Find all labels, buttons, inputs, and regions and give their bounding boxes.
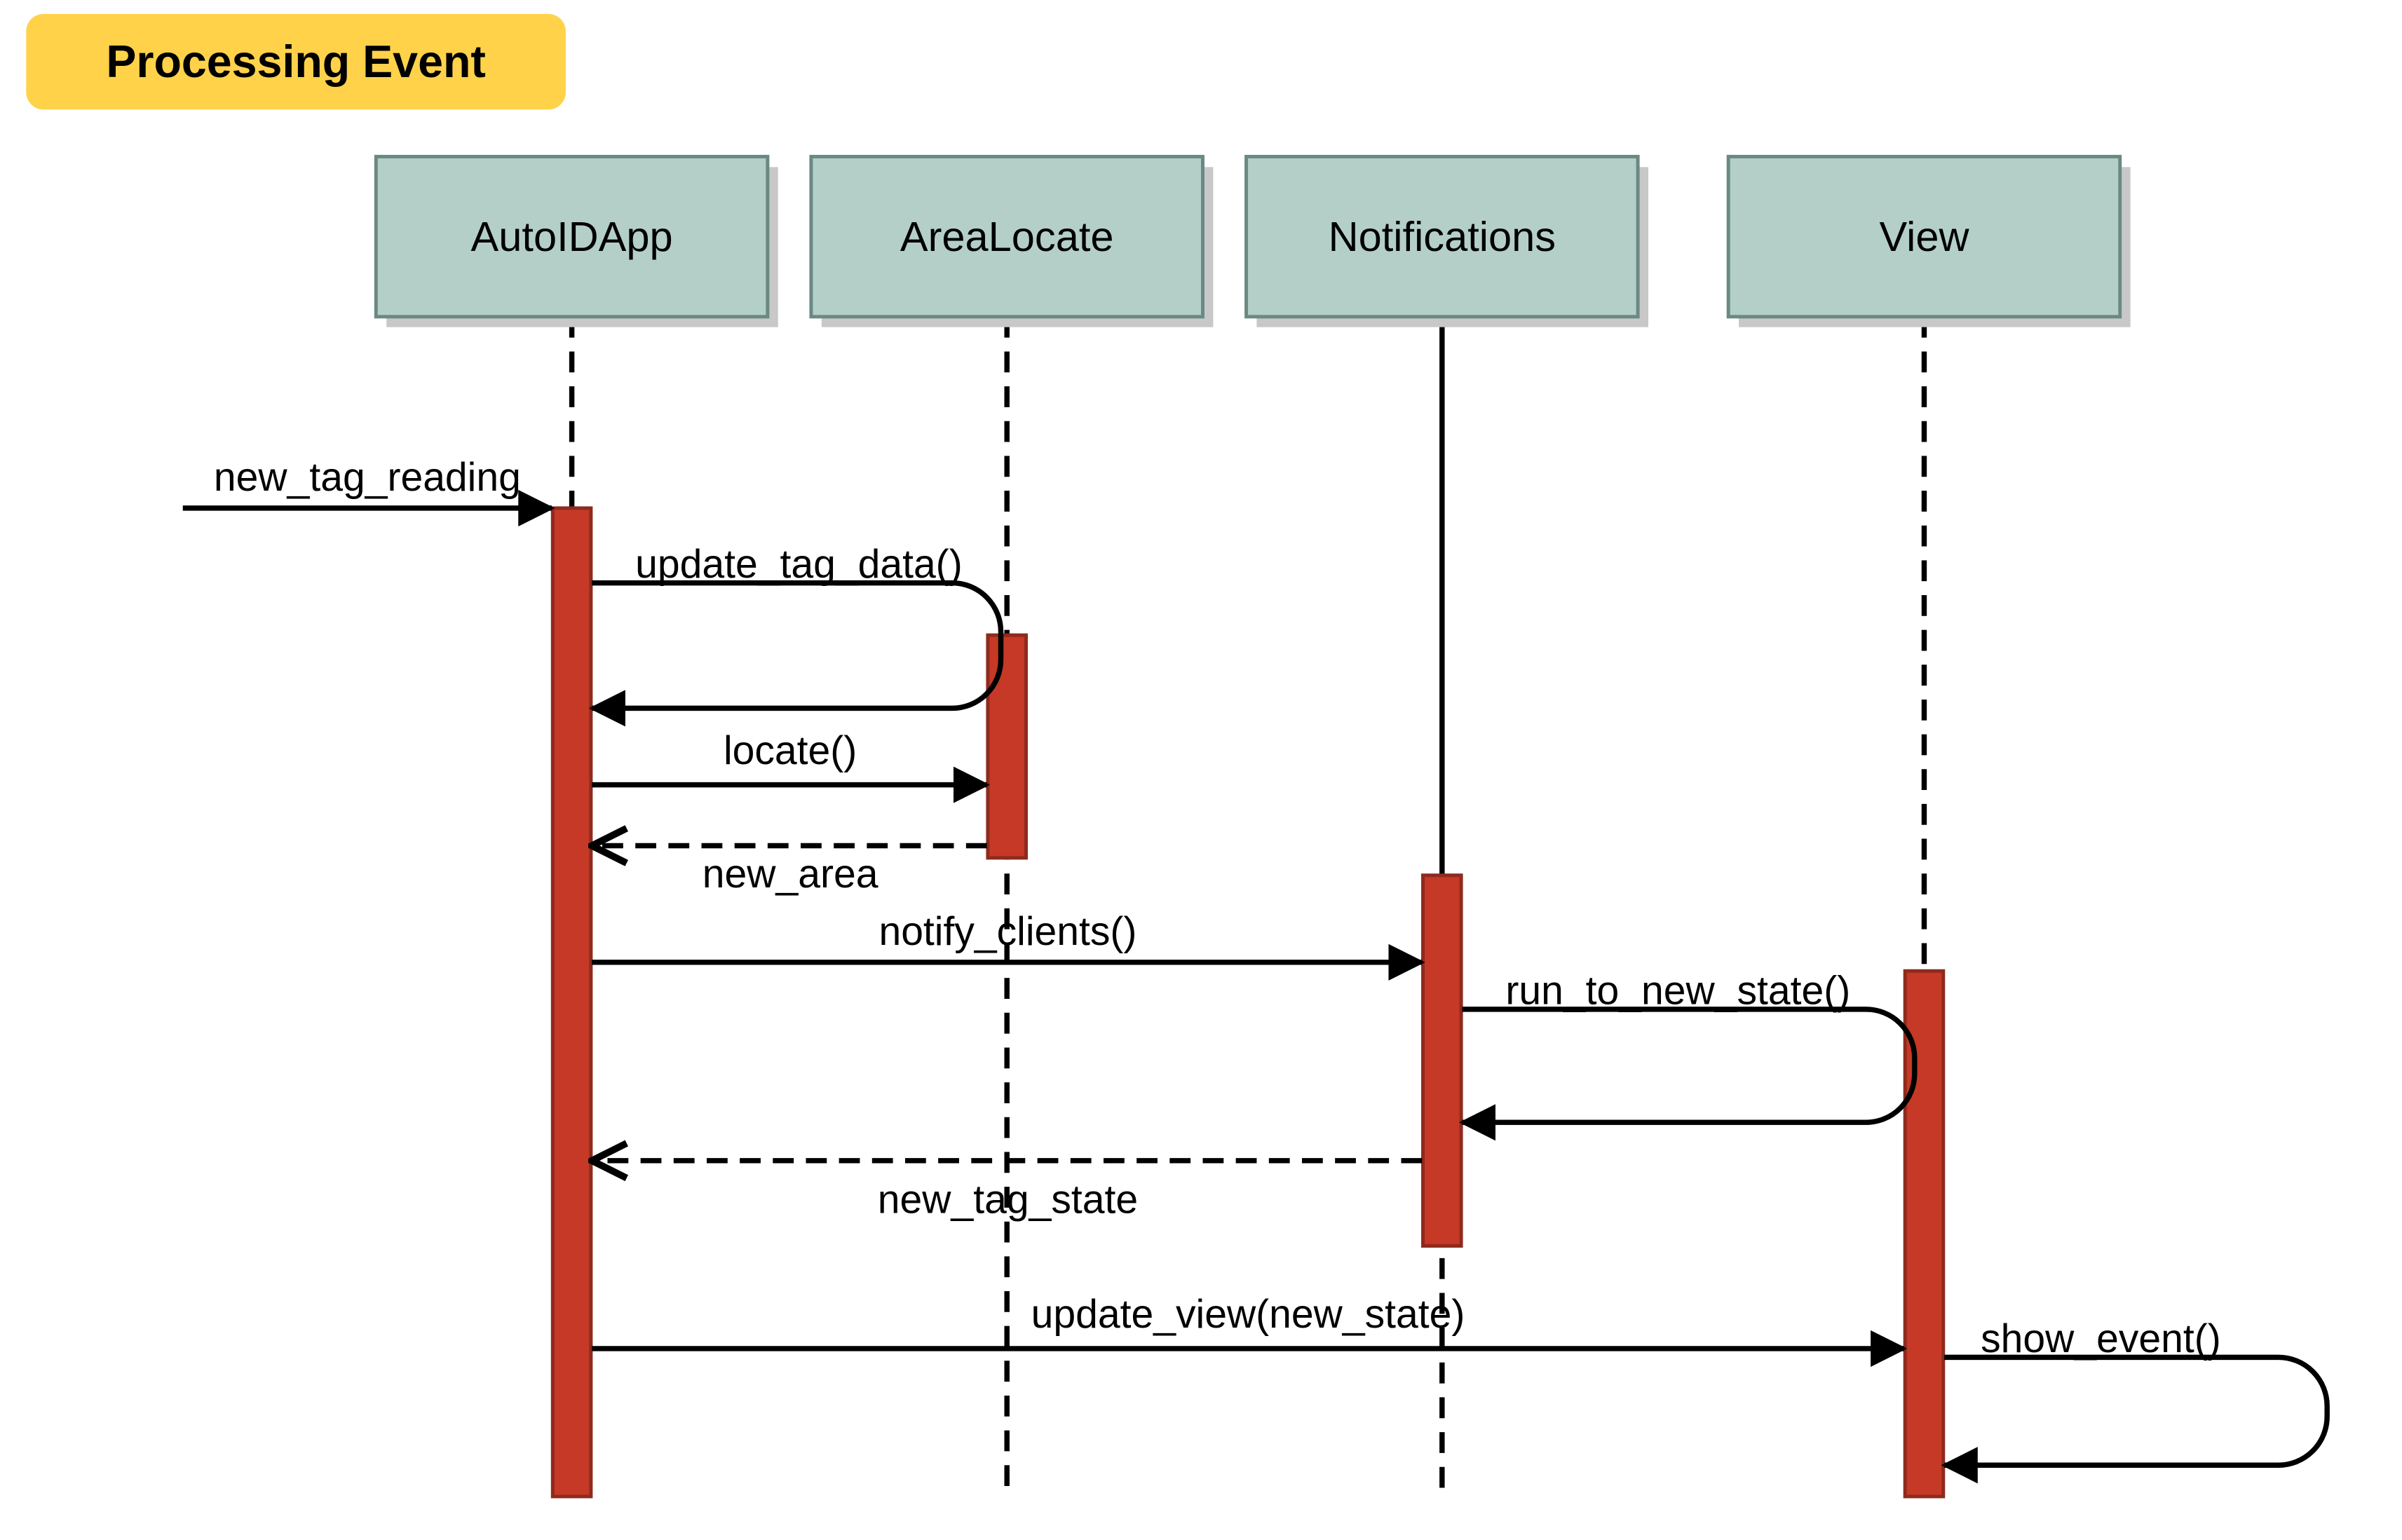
participant-label-view: View xyxy=(1879,213,1969,260)
message-label-8: show_event() xyxy=(1981,1316,2221,1361)
participant-label-autoidapp: AutoIDApp xyxy=(471,213,673,260)
activation-view xyxy=(1905,971,1943,1497)
message-label-0: new_tag_reading xyxy=(214,455,521,500)
message-label-6: new_tag_state xyxy=(878,1177,1138,1222)
participant-label-notifications: Notifications xyxy=(1329,213,1556,260)
message-label-1: update_tag_data() xyxy=(635,542,963,587)
message-label-5: run_to_new_state() xyxy=(1505,968,1850,1013)
participant-label-arealocate: AreaLocate xyxy=(900,213,1114,260)
activation-autoidapp xyxy=(552,508,591,1497)
message-label-4: notify_clients() xyxy=(878,909,1136,954)
sequence-diagram: Processing Event AutoIDApp AreaLocate Notif… xyxy=(0,0,2402,1540)
message-label-2: locate() xyxy=(724,728,857,773)
message-label-3: new_area xyxy=(703,852,878,897)
message-label-7: update_view(new_state) xyxy=(1031,1292,1465,1337)
title-label: Processing Event xyxy=(106,36,486,87)
activation-notifications xyxy=(1423,875,1462,1246)
activation-arealocate xyxy=(988,635,1026,858)
